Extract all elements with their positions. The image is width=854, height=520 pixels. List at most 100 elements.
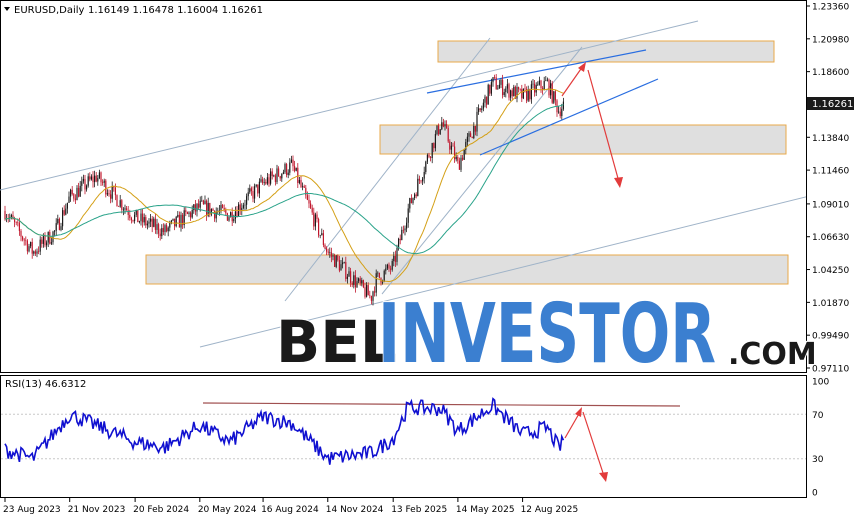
candle-body[interactable] <box>442 122 444 127</box>
candle-body[interactable] <box>548 79 550 96</box>
candle-body[interactable] <box>76 187 78 201</box>
candle-body[interactable] <box>300 180 302 188</box>
candle-body[interactable] <box>263 182 265 183</box>
candle-body[interactable] <box>146 223 148 226</box>
candle-body[interactable] <box>329 252 331 254</box>
candle-body[interactable] <box>393 255 395 262</box>
candle-body[interactable] <box>367 285 369 296</box>
candle-body[interactable] <box>207 202 209 216</box>
candle-body[interactable] <box>33 251 35 254</box>
candle-body[interactable] <box>28 246 30 252</box>
candle-body[interactable] <box>529 89 531 100</box>
candle-body[interactable] <box>502 79 504 96</box>
candle-body[interactable] <box>481 108 483 110</box>
candle-body[interactable] <box>225 209 227 214</box>
candle-body[interactable] <box>356 281 358 288</box>
candle-body[interactable] <box>226 213 228 221</box>
candle-body[interactable] <box>177 214 179 217</box>
candle-body[interactable] <box>500 79 502 85</box>
candle-body[interactable] <box>292 159 294 167</box>
candle-body[interactable] <box>73 194 75 199</box>
candle-body[interactable] <box>233 218 235 222</box>
candle-body[interactable] <box>119 200 121 207</box>
candle-body[interactable] <box>495 77 497 90</box>
candle-body[interactable] <box>254 186 256 199</box>
candle-body[interactable] <box>372 291 374 301</box>
candle-body[interactable] <box>535 85 537 93</box>
candle-body[interactable] <box>369 295 371 296</box>
candle-body[interactable] <box>284 164 286 173</box>
candle-body[interactable] <box>316 214 318 220</box>
candle-body[interactable] <box>382 280 384 283</box>
candle-body[interactable] <box>15 222 17 223</box>
candle-body[interactable] <box>396 247 398 262</box>
candle-body[interactable] <box>94 175 96 183</box>
candle-body[interactable] <box>167 227 169 232</box>
candle-body[interactable] <box>433 143 435 149</box>
candle-body[interactable] <box>439 129 441 135</box>
candle-body[interactable] <box>249 188 251 193</box>
candle-body[interactable] <box>452 145 454 147</box>
candle-body[interactable] <box>194 204 196 212</box>
candle-body[interactable] <box>47 231 49 243</box>
candle-body[interactable] <box>441 122 443 130</box>
candle-body[interactable] <box>463 149 465 160</box>
candle-body[interactable] <box>46 242 48 246</box>
candle-body[interactable] <box>289 162 291 173</box>
candle-body[interactable] <box>330 252 332 257</box>
candle-body[interactable] <box>82 178 84 182</box>
candle-body[interactable] <box>52 231 54 243</box>
candle-body[interactable] <box>68 196 70 203</box>
candle-body[interactable] <box>409 198 411 209</box>
candle-body[interactable] <box>268 177 270 184</box>
candle-body[interactable] <box>466 136 468 142</box>
candle-body[interactable] <box>143 217 145 223</box>
candle-body[interactable] <box>322 233 324 245</box>
candle-body[interactable] <box>350 271 352 283</box>
candle-body[interactable] <box>113 186 115 188</box>
candle-body[interactable] <box>14 219 16 223</box>
dropdown-triangle-icon[interactable] <box>4 7 10 11</box>
candle-body[interactable] <box>436 125 438 135</box>
candle-body[interactable] <box>559 111 561 117</box>
candle-body[interactable] <box>31 241 33 254</box>
candle-body[interactable] <box>170 220 172 223</box>
candle-body[interactable] <box>26 240 28 252</box>
candle-body[interactable] <box>50 242 52 244</box>
candle-body[interactable] <box>449 141 451 150</box>
candle-body[interactable] <box>450 145 452 150</box>
candle-body[interactable] <box>153 218 155 227</box>
candle-body[interactable] <box>49 231 51 244</box>
candle-body[interactable] <box>492 77 494 83</box>
candle-body[interactable] <box>124 208 126 210</box>
candle-body[interactable] <box>404 228 406 231</box>
candle-body[interactable] <box>63 210 65 215</box>
candle-body[interactable] <box>321 233 323 236</box>
candle-body[interactable] <box>361 280 363 284</box>
candle-body[interactable] <box>391 261 393 270</box>
candle-body[interactable] <box>470 133 472 138</box>
candle-body[interactable] <box>505 88 507 93</box>
candle-body[interactable] <box>172 218 174 221</box>
candle-body[interactable] <box>70 189 72 197</box>
candle-body[interactable] <box>554 91 556 101</box>
candle-body[interactable] <box>30 241 32 247</box>
candle-body[interactable] <box>399 238 401 241</box>
candle-body[interactable] <box>12 215 14 220</box>
candle-body[interactable] <box>305 187 307 196</box>
candle-body[interactable] <box>145 217 147 226</box>
candle-body[interactable] <box>185 210 187 213</box>
candle-body[interactable] <box>351 282 353 285</box>
candle-body[interactable] <box>129 214 131 218</box>
candle-body[interactable] <box>106 193 108 195</box>
candle-body[interactable] <box>210 208 212 215</box>
candle-body[interactable] <box>183 210 185 226</box>
candle-body[interactable] <box>55 223 57 231</box>
candle-body[interactable] <box>468 133 470 137</box>
resistance-zone-upper[interactable] <box>437 40 775 63</box>
candle-body[interactable] <box>34 251 36 254</box>
candle-body[interactable] <box>516 87 518 99</box>
candle-body[interactable] <box>180 214 182 228</box>
candle-body[interactable] <box>447 128 449 142</box>
